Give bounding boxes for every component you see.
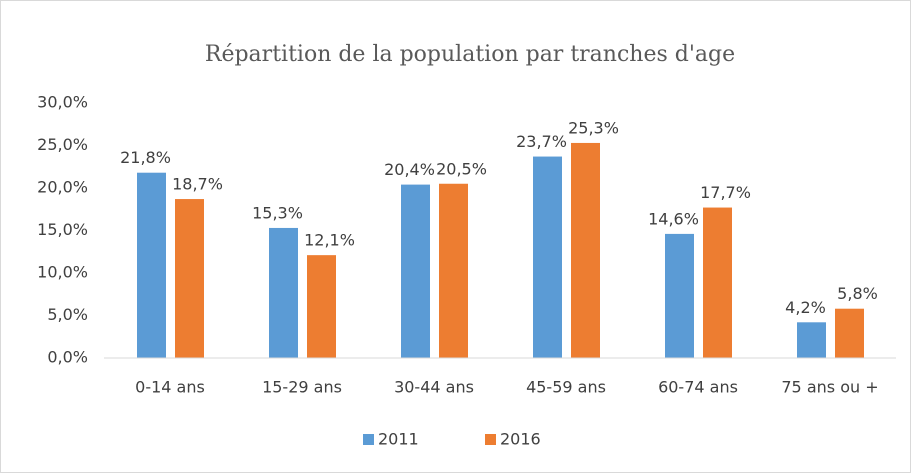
- chart-title: Répartition de la population par tranche…: [205, 42, 735, 67]
- bar: [797, 322, 826, 358]
- y-tick-label: 25,0%: [37, 135, 88, 154]
- data-label: 23,7%: [516, 132, 567, 151]
- data-label: 25,3%: [568, 118, 619, 137]
- bar: [401, 184, 430, 358]
- data-label: 5,8%: [837, 284, 878, 303]
- data-label: 4,2%: [785, 298, 826, 317]
- data-label: 20,4%: [384, 160, 435, 179]
- legend-label: 2011: [378, 430, 419, 449]
- bar: [439, 183, 468, 358]
- y-tick-label: 5,0%: [47, 305, 88, 324]
- data-label: 18,7%: [172, 175, 223, 194]
- y-tick-label: 20,0%: [37, 178, 88, 197]
- data-label: 17,7%: [700, 183, 751, 202]
- bar: [175, 199, 204, 358]
- legend-label: 2016: [500, 430, 541, 449]
- bar: [307, 255, 336, 358]
- x-tick-label: 0-14 ans: [135, 378, 205, 397]
- bar: [703, 207, 732, 358]
- data-label: 14,6%: [648, 209, 699, 228]
- bar: [571, 142, 600, 358]
- bar: [835, 308, 864, 358]
- y-tick-label: 0,0%: [47, 348, 88, 367]
- y-tick-label: 10,0%: [37, 263, 88, 282]
- bar: [137, 172, 166, 358]
- y-tick-label: 15,0%: [37, 220, 88, 239]
- y-tick-label: 30,0%: [37, 93, 88, 112]
- x-tick-label: 15-29 ans: [262, 378, 342, 397]
- legend-swatch: [485, 434, 496, 445]
- data-label: 20,5%: [436, 159, 487, 178]
- data-label: 15,3%: [252, 203, 303, 222]
- bar: [665, 233, 694, 358]
- x-tick-label: 30-44 ans: [394, 378, 474, 397]
- legend-swatch: [363, 434, 374, 445]
- bar: [269, 227, 298, 358]
- x-tick-label: 60-74 ans: [658, 378, 738, 397]
- data-label: 12,1%: [304, 231, 355, 250]
- bar: [533, 156, 562, 358]
- x-tick-label: 75 ans ou +: [781, 378, 878, 397]
- x-tick-label: 45-59 ans: [526, 378, 606, 397]
- data-label: 21,8%: [120, 148, 171, 167]
